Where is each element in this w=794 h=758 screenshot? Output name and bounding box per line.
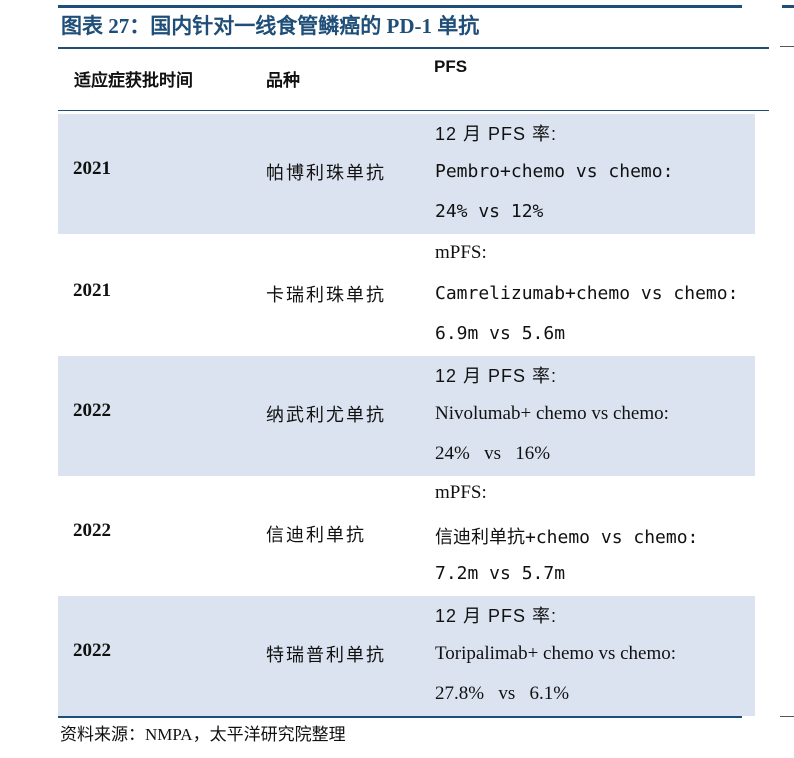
approval-year: 2021 xyxy=(73,158,111,179)
side-rule xyxy=(780,46,794,47)
pfs-line: 24% vs 16% xyxy=(435,443,551,464)
pfs-line: Toripalimab+ chemo vs chemo: xyxy=(435,643,677,664)
pfs-line: mPFS: xyxy=(435,242,487,263)
pfs-line: 24% vs 12% xyxy=(435,201,544,222)
pfs-line: 7.2m vs 5.7m xyxy=(435,563,566,584)
pfs-line: Camrelizumab+chemo vs chemo: xyxy=(435,283,739,304)
approval-year: 2021 xyxy=(73,280,111,301)
table-row: 2022 信迪利单抗 mPFS: 信迪利单抗+chemo vs chemo: 7… xyxy=(58,476,755,596)
side-rule xyxy=(782,5,794,8)
drug-name: 帕博利珠单抗 xyxy=(266,163,386,183)
table-header: 适应症获批时间 品种 PFS xyxy=(58,49,769,110)
table-row: 2021 卡瑞利珠单抗 mPFS: Camrelizumab+chemo vs … xyxy=(58,236,755,356)
pfs-line: 27.8% vs 6.1% xyxy=(435,683,570,704)
header-pfs: PFS xyxy=(434,57,468,76)
side-rule xyxy=(780,716,794,717)
drug-name: 信迪利单抗 xyxy=(266,525,366,545)
drug-name: 卡瑞利珠单抗 xyxy=(266,285,386,305)
table-row: 2022 特瑞普利单抗 12 月 PFS 率: Toripalimab+ che… xyxy=(58,596,755,716)
source-note: 资料来源：NMPA，太平洋研究院整理 xyxy=(60,725,346,744)
approval-year: 2022 xyxy=(73,640,111,661)
drug-name: 纳武利尤单抗 xyxy=(266,405,386,425)
approval-year: 2022 xyxy=(73,520,111,541)
header-divider xyxy=(58,110,769,111)
pfs-line: 信迪利单抗+chemo vs chemo: xyxy=(435,527,699,548)
drug-name: 特瑞普利单抗 xyxy=(266,645,386,665)
pfs-line: Nivolumab+ chemo vs chemo: xyxy=(435,403,669,424)
header-approval-time: 适应症获批时间 xyxy=(74,71,193,90)
table-row: 2022 纳武利尤单抗 12 月 PFS 率: Nivolumab+ chemo… xyxy=(58,356,755,476)
pfs-line: 12 月 PFS 率: xyxy=(435,124,558,144)
pfs-line: Pembro+chemo vs chemo: xyxy=(435,161,674,182)
pfs-line: 12 月 PFS 率: xyxy=(435,606,558,626)
pfs-line: 6.9m vs 5.6m xyxy=(435,323,566,344)
title-divider xyxy=(58,47,769,49)
header-drug: 品种 xyxy=(266,71,300,90)
top-rule xyxy=(58,5,742,8)
table-row: 2021 帕博利珠单抗 12 月 PFS 率: Pembro+chemo vs … xyxy=(58,114,755,234)
pfs-line: 12 月 PFS 率: xyxy=(435,366,558,386)
approval-year: 2022 xyxy=(73,400,111,421)
pfs-line: mPFS: xyxy=(435,482,487,503)
bottom-rule xyxy=(58,716,742,718)
figure-title: 图表 27：国内针对一线食管鳞癌的 PD-1 单抗 xyxy=(61,14,480,38)
